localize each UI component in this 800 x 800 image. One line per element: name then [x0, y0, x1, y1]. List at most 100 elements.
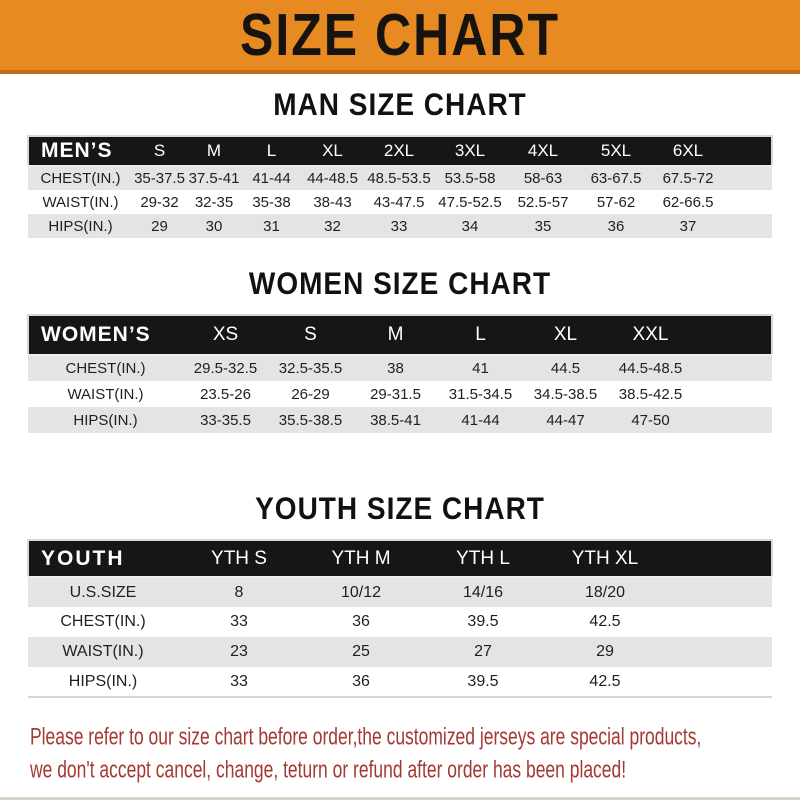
size-cell: 34 — [434, 214, 506, 238]
men-size-table: MEN’S S M L XL 2XL 3XL 4XL 5XL 6XL CHEST(IN.) 35-3… — [27, 135, 773, 238]
size-cell: 36 — [580, 214, 652, 238]
size-cell: 31.5-34.5 — [448, 385, 513, 403]
size-cell: 23.5-26 — [200, 385, 251, 403]
size-cell: 63-67.5 — [580, 166, 652, 190]
men-table-header: MEN’S S M L XL 2XL 3XL 4XL 5XL 6XL — [27, 135, 773, 167]
size-cell: 29.5-32.5 — [183, 355, 268, 381]
column-header: XS — [183, 314, 268, 356]
row-label: WAIST(IN.) — [67, 385, 144, 403]
disclaimer-line-2: we don't accept cancel, change, teturn o… — [30, 755, 627, 783]
size-cell: 39.5 — [467, 613, 499, 630]
size-cell: 32 — [301, 214, 364, 238]
row-label: CHEST(IN.) — [60, 613, 146, 630]
column-header: L — [242, 135, 301, 167]
table-row: CHEST(IN.) 29.5-32.5 32.5-35.5 38 41 44.5 44.5… — [28, 355, 772, 381]
column-header: M — [353, 314, 438, 356]
size-cell: 36 — [352, 672, 370, 690]
section-title-men: MAN SIZE CHART — [0, 87, 800, 122]
size-cell: 58-63 — [506, 166, 580, 190]
size-cell: 42.5 — [589, 613, 621, 630]
size-cell: 44-48.5 — [301, 166, 364, 190]
table-header-label: MEN’S — [27, 135, 133, 167]
table-header-label: YOUTH — [27, 539, 178, 578]
column-header: L — [438, 314, 523, 356]
size-cell: 41 — [438, 355, 523, 381]
women-size-section: WOMEN SIZE CHART WOMEN’S XS S M L XL XXL CHEST… — [0, 266, 800, 433]
column-header: YTH M — [300, 539, 422, 578]
size-cell: 35-38 — [252, 193, 291, 211]
table-row: HIPS(IN.) 33 36 39.5 42.5 — [28, 667, 772, 697]
size-cell: 27 — [422, 637, 544, 667]
filler-cell — [693, 381, 772, 407]
size-cell: 44-47 — [523, 407, 608, 433]
size-cell: 43-47.5 — [373, 193, 425, 211]
size-cell: 37 — [652, 214, 724, 238]
section-title-youth: YOUTH SIZE CHART — [0, 491, 800, 526]
column-header: 3XL — [434, 135, 506, 167]
size-cell: 38.5-42.5 — [618, 385, 683, 403]
disclaimer: Please refer to our size chart before or… — [30, 720, 800, 786]
size-cell: 18/20 — [544, 577, 666, 607]
table-row: CHEST(IN.) 35-37.5 37.5-41 41-44 44-48.5 48.5… — [28, 166, 772, 190]
filler-cell — [666, 577, 772, 607]
filler-cell — [724, 214, 772, 238]
size-cell: 10/12 — [300, 577, 422, 607]
column-header: M — [186, 135, 242, 167]
size-cell: 42.5 — [589, 672, 621, 690]
size-cell: 35 — [506, 214, 580, 238]
size-cell: 37.5-41 — [186, 166, 242, 190]
size-cell: 32-35 — [194, 193, 234, 211]
men-table-body: CHEST(IN.) 35-37.5 37.5-41 41-44 44-48.5 48.5… — [28, 166, 772, 238]
column-header: 4XL — [506, 135, 580, 167]
disclaimer-line-1: Please refer to our size chart before or… — [30, 722, 702, 750]
filler-cell — [666, 637, 772, 667]
size-cell: 41-44 — [438, 407, 523, 433]
youth-table-body: U.S.SIZE 8 10/12 14/16 18/20 CHEST(IN.) 33 36 39… — [28, 577, 772, 697]
size-cell: 38 — [353, 355, 438, 381]
size-cell: 53.5-58 — [434, 166, 506, 190]
size-cell: 31 — [242, 214, 301, 238]
size-cell: 35.5-38.5 — [268, 407, 353, 433]
size-cell: 47.5-52.5 — [438, 193, 502, 211]
size-cell: 33 — [230, 613, 248, 630]
filler-cell — [693, 314, 773, 356]
size-cell: 36 — [352, 613, 370, 630]
youth-size-section: YOUTH SIZE CHART YOUTH YTH S YTH M YTH L YTH… — [0, 491, 800, 698]
banner: SIZE CHART — [0, 0, 800, 74]
column-header: YTH XL — [544, 539, 666, 578]
size-cell: 47-50 — [608, 407, 693, 433]
section-title-women: WOMEN SIZE CHART — [0, 266, 800, 301]
size-cell: 44.5-48.5 — [608, 355, 693, 381]
size-cell: 29-32 — [140, 193, 179, 211]
size-cell: 33-35.5 — [183, 407, 268, 433]
row-label: HIPS(IN.) — [68, 672, 138, 690]
size-cell: 33 — [364, 214, 434, 238]
filler-cell — [724, 135, 773, 167]
column-header: S — [133, 135, 186, 167]
column-header: 2XL — [364, 135, 434, 167]
size-cell: 29-31.5 — [370, 385, 421, 403]
women-table-body: CHEST(IN.) 29.5-32.5 32.5-35.5 38 41 44.5 44.5… — [28, 355, 772, 433]
filler-cell — [693, 407, 772, 433]
table-header-row: MEN’S S M L XL 2XL 3XL 4XL 5XL 6XL — [27, 135, 773, 167]
table-row: U.S.SIZE 8 10/12 14/16 18/20 — [28, 577, 772, 607]
size-cell: 23 — [178, 637, 300, 667]
column-header: XXL — [608, 314, 693, 356]
size-cell: 62-66.5 — [662, 193, 714, 211]
size-cell: 25 — [300, 637, 422, 667]
column-header: YTH S — [178, 539, 300, 578]
size-cell: 67.5-72 — [652, 166, 724, 190]
filler-cell — [724, 190, 772, 214]
column-header: YTH L — [422, 539, 544, 578]
size-cell: 30 — [186, 214, 242, 238]
page-bottom-edge — [0, 797, 800, 800]
size-cell: 14/16 — [422, 577, 544, 607]
table-row: CHEST(IN.) 33 36 39.5 42.5 — [28, 607, 772, 637]
size-cell: 48.5-53.5 — [364, 166, 434, 190]
table-row: WAIST(IN.) 29-32 32-35 35-38 38-43 43-47.5 47.… — [28, 190, 772, 214]
size-cell: 26-29 — [291, 385, 330, 403]
row-label: WAIST(IN.) — [42, 193, 119, 211]
women-size-table: WOMEN’S XS S M L XL XXL CHEST(IN.) 29.5-32.5 32.… — [27, 314, 773, 433]
size-cell: 32.5-35.5 — [268, 355, 353, 381]
section-title-women-text: WOMEN SIZE CHART — [248, 266, 552, 301]
